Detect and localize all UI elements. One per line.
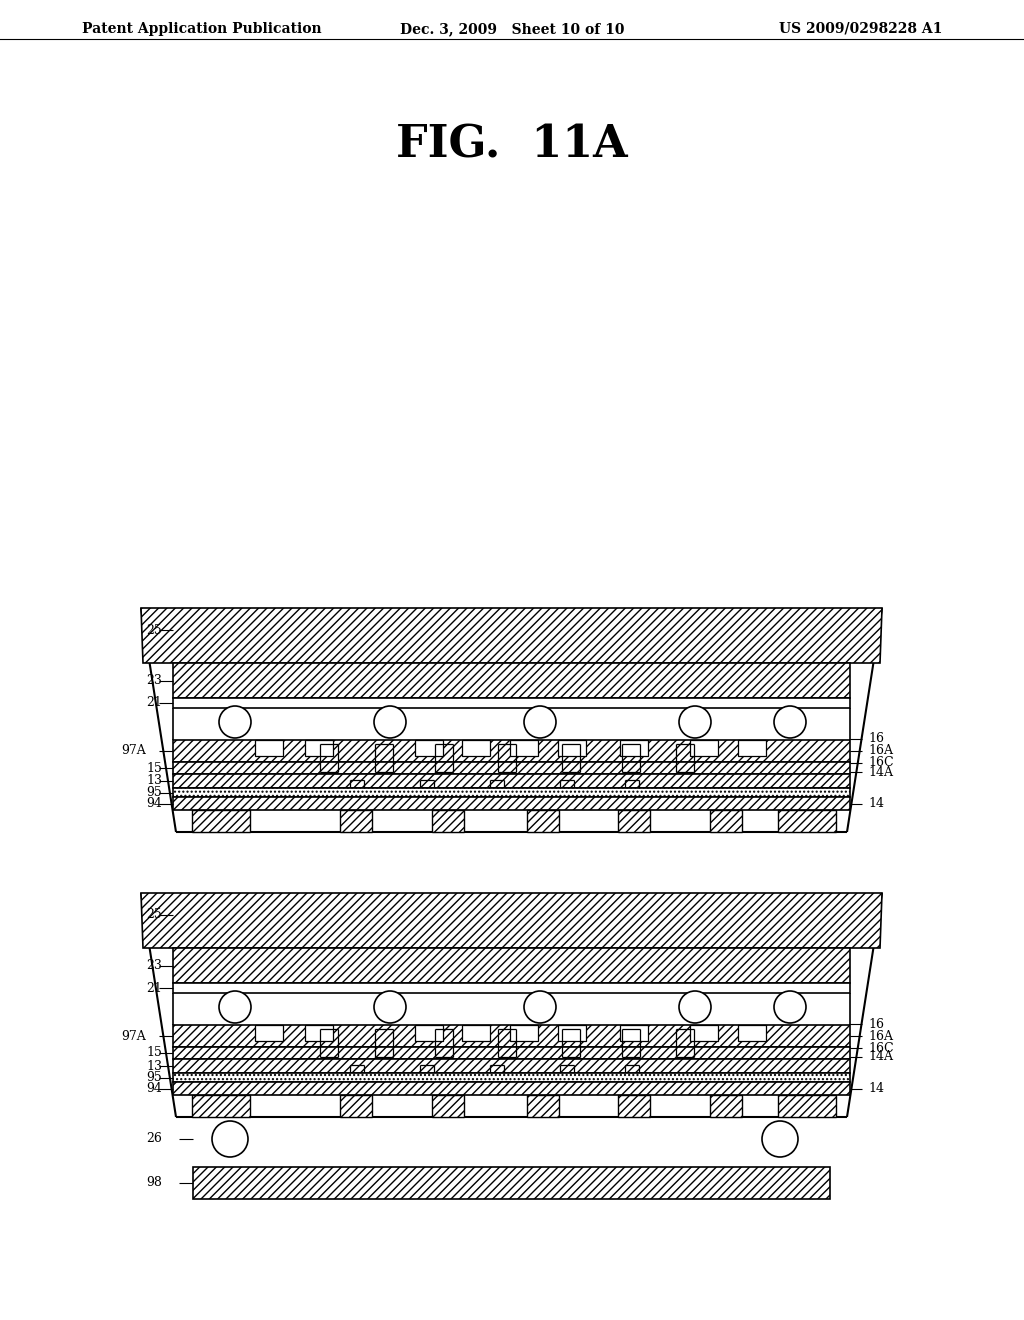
Text: US 2009/0298228 A1: US 2009/0298228 A1	[778, 22, 942, 36]
Circle shape	[374, 991, 406, 1023]
Bar	[618, 810, 650, 832]
Bar	[340, 810, 372, 832]
Bar	[173, 1047, 850, 1059]
Bar	[173, 741, 850, 762]
Bar	[173, 774, 850, 788]
Circle shape	[774, 991, 806, 1023]
Bar	[415, 1026, 443, 1041]
Text: 97A: 97A	[121, 744, 146, 758]
Text: 95: 95	[146, 1071, 162, 1084]
Circle shape	[219, 991, 251, 1023]
Text: 95: 95	[146, 785, 162, 799]
Bar	[173, 708, 850, 741]
Text: 23: 23	[146, 960, 162, 972]
Bar	[340, 1096, 372, 1117]
Text: 98: 98	[146, 1176, 162, 1189]
Text: Patent Application Publication: Patent Application Publication	[82, 22, 322, 36]
Bar	[305, 1026, 333, 1041]
Bar	[620, 1026, 648, 1041]
Bar	[305, 741, 333, 756]
Bar	[173, 1082, 850, 1096]
Circle shape	[524, 991, 556, 1023]
Bar	[690, 1026, 718, 1041]
Bar	[173, 663, 850, 698]
Bar	[173, 948, 850, 983]
Bar	[527, 1096, 559, 1117]
Bar	[193, 1096, 250, 1117]
Bar	[558, 1026, 586, 1041]
Bar	[462, 1026, 490, 1041]
Bar	[173, 993, 850, 1026]
Bar	[710, 810, 742, 832]
Text: Dec. 3, 2009   Sheet 10 of 10: Dec. 3, 2009 Sheet 10 of 10	[399, 22, 625, 36]
Text: FIG.  11A: FIG. 11A	[396, 124, 628, 166]
Circle shape	[679, 706, 711, 738]
Text: 16C: 16C	[868, 756, 894, 770]
Bar	[618, 1096, 650, 1117]
Text: 23: 23	[146, 675, 162, 686]
Text: 16A: 16A	[868, 1030, 893, 1043]
Text: 21: 21	[146, 982, 162, 994]
Bar	[255, 741, 283, 756]
Bar	[173, 1073, 850, 1082]
Bar	[462, 741, 490, 756]
Circle shape	[219, 706, 251, 738]
Text: 16A: 16A	[868, 744, 893, 758]
Bar	[432, 1096, 464, 1117]
Circle shape	[762, 1121, 798, 1158]
Text: 15: 15	[146, 1047, 162, 1060]
Text: 94: 94	[146, 1082, 162, 1096]
Text: 16: 16	[868, 1018, 884, 1031]
Bar	[255, 1026, 283, 1041]
Text: 14: 14	[868, 797, 884, 810]
Circle shape	[374, 706, 406, 738]
Bar	[415, 741, 443, 756]
Bar	[558, 741, 586, 756]
Text: 16C: 16C	[868, 1041, 894, 1055]
Text: 14: 14	[868, 1082, 884, 1096]
Bar	[510, 741, 538, 756]
Text: 25: 25	[146, 908, 162, 921]
Bar	[173, 788, 850, 797]
Polygon shape	[141, 894, 882, 948]
Text: 13: 13	[146, 775, 162, 788]
Circle shape	[774, 706, 806, 738]
Circle shape	[679, 991, 711, 1023]
Bar	[173, 1059, 850, 1073]
Bar	[193, 1167, 830, 1199]
Bar	[778, 810, 836, 832]
Text: 14A: 14A	[868, 766, 893, 779]
Text: 14A: 14A	[868, 1051, 893, 1064]
Text: FIG.  11B: FIG. 11B	[394, 664, 630, 706]
Text: 25: 25	[146, 623, 162, 636]
Text: 94: 94	[146, 797, 162, 810]
Bar	[778, 1096, 836, 1117]
Bar	[738, 741, 766, 756]
Bar	[710, 1096, 742, 1117]
Bar	[173, 797, 850, 810]
Text: 13: 13	[146, 1060, 162, 1072]
Text: 26: 26	[146, 1133, 162, 1146]
Bar	[173, 983, 850, 993]
Text: 97A: 97A	[121, 1030, 146, 1043]
Bar	[173, 698, 850, 708]
Bar	[620, 741, 648, 756]
Circle shape	[524, 706, 556, 738]
Circle shape	[212, 1121, 248, 1158]
Text: 16: 16	[868, 733, 884, 746]
Bar	[173, 1026, 850, 1047]
Bar	[193, 810, 250, 832]
Bar	[738, 1026, 766, 1041]
Text: 21: 21	[146, 697, 162, 710]
Bar	[432, 810, 464, 832]
Polygon shape	[141, 609, 882, 663]
Text: 15: 15	[146, 762, 162, 775]
Bar	[527, 810, 559, 832]
Bar	[690, 741, 718, 756]
Bar	[173, 762, 850, 774]
Bar	[510, 1026, 538, 1041]
